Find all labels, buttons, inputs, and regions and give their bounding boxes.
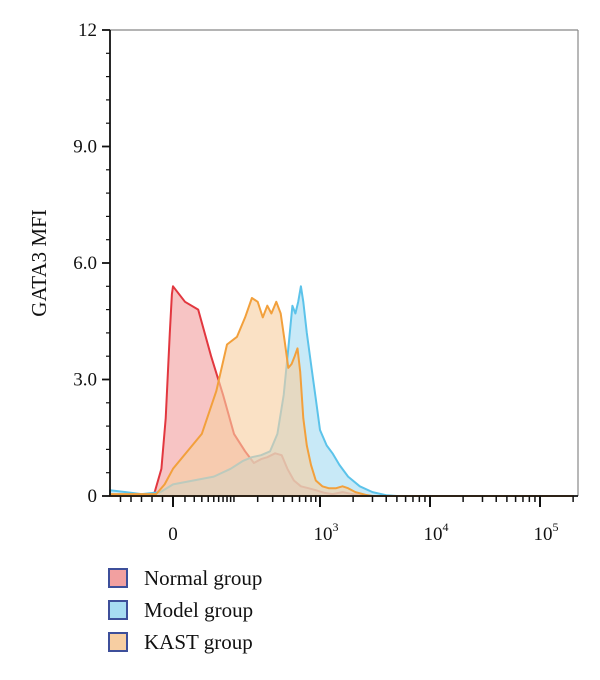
y-axis-label: GATA3 MFI bbox=[27, 209, 51, 316]
x-ticks: 0 103 104 105 bbox=[119, 496, 574, 545]
legend-swatch-model bbox=[108, 600, 128, 620]
y-tick-label: 6.0 bbox=[73, 253, 97, 274]
legend-label-model: Model group bbox=[144, 597, 254, 622]
y-tick-label: 0 bbox=[88, 486, 98, 507]
legend-item-normal: Normal group bbox=[108, 562, 408, 594]
x-tick-label: 104 bbox=[424, 520, 449, 545]
legend-label-normal: Normal group bbox=[144, 565, 263, 590]
legend-label-kast: KAST group bbox=[144, 629, 253, 654]
legend-swatch-kast bbox=[108, 632, 128, 652]
x-tick-label: 105 bbox=[534, 520, 559, 545]
legend-item-kast: KAST group bbox=[108, 626, 408, 658]
x-tick-label: 0 bbox=[168, 524, 178, 545]
chart: 0 3.0 6.0 9.0 12 0 103 104 105 GATA3 MFI bbox=[27, 20, 579, 545]
series-kast-group-area bbox=[109, 297, 575, 497]
y-ticks: 0 3.0 6.0 9.0 12 bbox=[73, 20, 110, 507]
legend-swatch-normal bbox=[108, 568, 128, 588]
y-tick-label: 3.0 bbox=[73, 370, 97, 391]
legend-item-model: Model group bbox=[108, 594, 408, 626]
y-tick-label: 9.0 bbox=[73, 137, 97, 158]
legend: Normal group Model group KAST group bbox=[108, 562, 408, 658]
series-layer bbox=[109, 285, 575, 497]
y-tick-label: 12 bbox=[78, 20, 97, 41]
x-tick-label: 103 bbox=[314, 520, 339, 545]
